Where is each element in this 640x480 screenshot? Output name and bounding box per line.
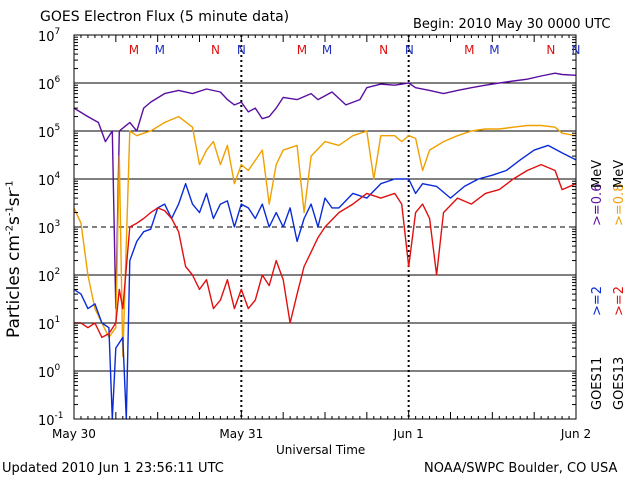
marker-3: N — [237, 43, 246, 57]
marker-0: M — [129, 43, 139, 57]
marker-10: N — [546, 43, 555, 57]
marker-7: N — [405, 43, 414, 57]
ytick-label-1e1: 101 — [38, 315, 60, 333]
credit-text: NOAA/SWPC Boulder, CO USA — [424, 461, 618, 476]
legend-goes11-2mev: >=2 — [590, 285, 605, 316]
series-line-1 — [73, 115, 577, 358]
xtick-label-1: May 31 — [219, 427, 263, 441]
ytick-label-1e6: 106 — [38, 75, 61, 93]
series-line-3 — [74, 163, 577, 339]
chart-series-group — [73, 72, 577, 420]
ytick-label-1e2: 102 — [38, 267, 60, 285]
legend-goes13-2mev: >=2 — [612, 285, 627, 316]
marker-6: N — [379, 43, 388, 57]
legend-goes11-06mev: >=0.6 — [590, 183, 605, 226]
updated-time: Updated 2010 Jun 1 23:56:11 UTC — [2, 461, 224, 476]
marker-2: N — [211, 43, 220, 57]
marker-8: M — [464, 43, 474, 57]
legend-unit-upper: MeV — [590, 159, 605, 188]
legend-goes13-08mev: >=0.8 — [612, 183, 627, 226]
ytick-label-1e4: 104 — [38, 171, 61, 189]
ytick-label-1e0: 100 — [38, 363, 61, 381]
ytick-label-1e5: 105 — [38, 123, 60, 141]
ytick-label-1e3: 103 — [38, 219, 60, 237]
marker-1: M — [155, 43, 165, 57]
chart-title: GOES Electron Flux (5 minute data) — [40, 9, 290, 25]
marker-5: M — [322, 43, 332, 57]
xtick-label-2: Jun 1 — [393, 427, 424, 441]
begin-time: Begin: 2010 May 30 0000 UTC — [413, 17, 611, 32]
xtick-label-3: Jun 2 — [560, 427, 591, 441]
ytick-label-1e7: 107 — [38, 27, 60, 45]
marker-4: M — [297, 43, 307, 57]
y-axis-label: Particles cm-2s-1sr-1 — [4, 180, 24, 338]
x-axis-label: Universal Time — [276, 443, 366, 457]
legend-unit-lower: MeV — [612, 159, 627, 188]
legend-goes11: GOES11 — [590, 356, 605, 410]
series-line-2 — [73, 144, 577, 420]
marker-11: N — [572, 43, 581, 57]
series-line-0 — [73, 72, 577, 310]
marker-9: M — [489, 43, 499, 57]
xtick-label-0: May 30 — [52, 427, 96, 441]
legend-goes13: GOES13 — [612, 356, 627, 410]
chart-grid — [74, 35, 576, 419]
